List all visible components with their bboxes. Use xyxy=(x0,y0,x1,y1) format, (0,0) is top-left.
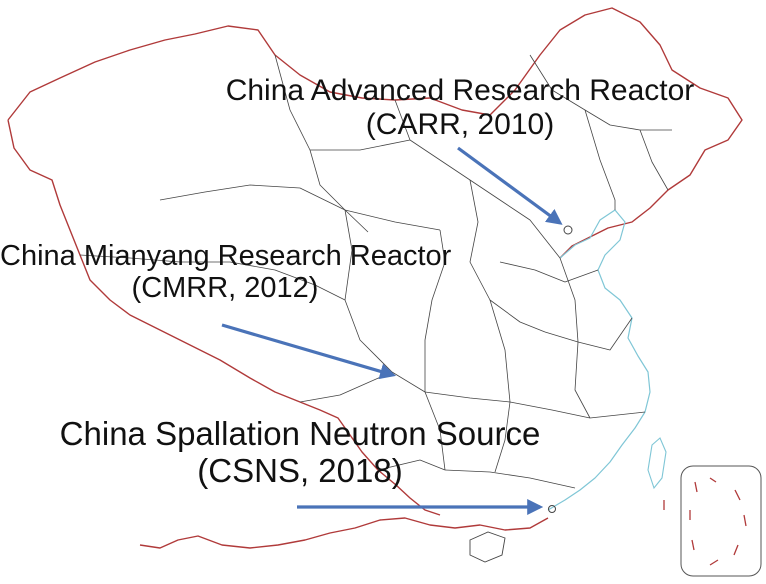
csns-location-marker xyxy=(548,505,556,513)
coastline xyxy=(547,209,651,511)
province-boundaries xyxy=(79,54,672,489)
taiwan-island xyxy=(647,437,667,490)
carr-name: China Advanced Research Reactor xyxy=(225,74,695,107)
south-china-sea-inset xyxy=(680,465,762,577)
carr-subtitle: (CARR, 2010) xyxy=(365,107,555,141)
cmrr-name: China Mianyang Research Reactor xyxy=(0,240,452,272)
csns-subtitle: (CSNS, 2018) xyxy=(197,451,403,489)
csns-label: China Spallation Neutron Source (CSNS, 2… xyxy=(40,415,560,490)
carr-label: China Advanced Research Reactor (CARR, 2… xyxy=(200,74,720,141)
carr-location-marker xyxy=(563,225,573,235)
hainan-island xyxy=(469,531,506,563)
cmrr-subtitle: (CMRR, 2012) xyxy=(131,272,319,305)
arrow-carr xyxy=(457,146,563,225)
csns-name: China Spallation Neutron Source xyxy=(59,415,541,452)
arrow-cmrr xyxy=(221,323,397,380)
cmrr-label: China Mianyang Research Reactor (CMRR, 2… xyxy=(0,240,452,305)
inset-dashes xyxy=(663,477,747,566)
